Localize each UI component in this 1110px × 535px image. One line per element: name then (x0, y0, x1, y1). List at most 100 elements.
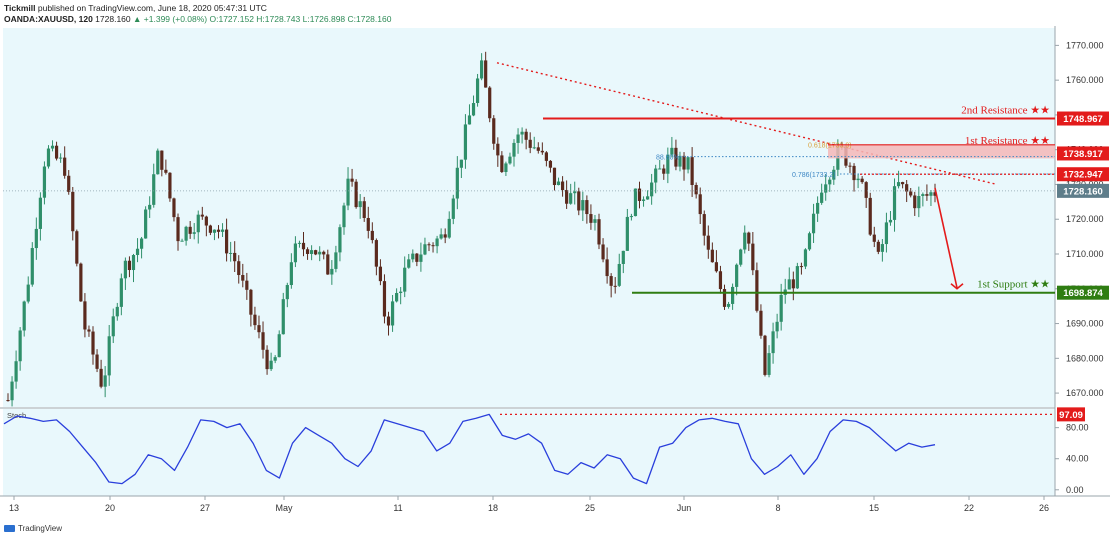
candle-body (6, 400, 10, 402)
candle-body (743, 232, 747, 250)
ohlc-values: O:1727.152 H:1728.743 L:1726.898 C:1728.… (209, 14, 392, 24)
candle-body (755, 270, 759, 311)
candle-body (520, 131, 524, 135)
candle-body (382, 281, 387, 317)
candle-body (872, 234, 876, 242)
candle-body (156, 150, 160, 175)
candle-body (540, 150, 544, 153)
time-tick-label: 22 (964, 503, 974, 513)
candle-body (633, 188, 638, 217)
candle-body (532, 147, 536, 149)
candle-body (338, 227, 342, 253)
candle-body (318, 251, 322, 255)
candle-body (929, 192, 933, 196)
candle-body (860, 178, 864, 183)
badge-intermediate-resistance-bg (1057, 167, 1109, 182)
time-tick-label: 15 (869, 503, 879, 513)
time-tick-label: 26 (1039, 503, 1049, 513)
candle-body (42, 166, 47, 198)
price-change: +1.399 (+0.08%) (143, 14, 208, 24)
candle-body (856, 178, 860, 181)
candle-body (241, 275, 245, 281)
candle-body (722, 289, 727, 307)
candle-body (46, 148, 51, 167)
candle-body (763, 335, 767, 375)
tradingview-logo[interactable]: TradingView (4, 524, 62, 533)
candle-body (127, 260, 132, 271)
candle-body (864, 182, 868, 198)
up-arrow-icon: ▲ (133, 14, 142, 24)
candle-body (500, 155, 504, 173)
last-price: 1728.160 (95, 14, 131, 24)
candle-body (131, 255, 136, 271)
time-tick-label: 11 (393, 503, 402, 513)
candle-body (666, 154, 670, 174)
candle-body (617, 263, 621, 286)
candle-body (208, 225, 213, 233)
candle-body (390, 301, 395, 326)
candle-body (868, 197, 872, 235)
candle-body (888, 219, 893, 223)
candle-body (269, 360, 273, 370)
resistance-zone (828, 144, 1055, 159)
publish-info: Tickmill published on TradingView.com, J… (4, 3, 267, 13)
candle-body (366, 217, 370, 231)
candle-body (111, 316, 115, 337)
candle-body (144, 209, 148, 239)
candle-body (439, 234, 443, 239)
candle-body (686, 157, 690, 170)
candle-body (807, 233, 812, 250)
candle-body (224, 229, 229, 254)
candle-body (407, 259, 411, 268)
candle-body (650, 182, 654, 197)
candle-body (322, 251, 326, 255)
candle-body (726, 303, 731, 307)
candle-body (362, 201, 366, 218)
candle-body (767, 353, 771, 375)
candle-body (552, 167, 557, 186)
candle-body (378, 266, 383, 282)
stoch-level-badge: 97.09 (1059, 410, 1083, 421)
candle-body (609, 276, 613, 286)
candle-body (229, 252, 233, 254)
candle-body (670, 147, 674, 155)
candle-body (180, 240, 184, 242)
candle-body (597, 219, 601, 245)
candle-body (613, 285, 617, 287)
candle-body (79, 263, 83, 302)
candle-body (751, 243, 755, 271)
price-tick-label: 1760.000 (1066, 75, 1104, 85)
candle-body (475, 78, 480, 104)
candle-body (921, 194, 925, 196)
candle-body (310, 250, 314, 254)
candle-body (654, 168, 658, 183)
candle-body (581, 200, 585, 211)
price-tick-label: 1770.000 (1066, 40, 1104, 50)
candle-body (682, 155, 686, 170)
candle-body (281, 299, 285, 335)
candle-body (447, 218, 451, 238)
badge-first-support-bg (1057, 285, 1109, 300)
candle-body (710, 249, 714, 263)
stoch-pane (3, 409, 1055, 496)
candle-body (556, 181, 561, 186)
candle-body (431, 245, 435, 247)
candle-body (913, 195, 917, 209)
publisher-name: Tickmill (4, 3, 36, 13)
candle-body (403, 267, 407, 292)
candle-body (119, 278, 123, 307)
chart-canvas[interactable]: 1770.0001760.0001750.0001740.0001730.000… (0, 26, 1110, 522)
candle-body (512, 142, 516, 157)
candle-body (811, 213, 816, 234)
candle-body (326, 254, 330, 275)
candle-body (641, 199, 646, 201)
second-resistance-label: 2nd Resistance ★★ (961, 105, 1050, 117)
candle-body (637, 188, 642, 201)
candle-body (204, 216, 208, 226)
candle-body (257, 325, 261, 333)
candle-body (18, 330, 22, 362)
candle-body (22, 301, 26, 331)
candle-body (747, 232, 751, 244)
candle-body (565, 189, 569, 204)
candle-body (245, 280, 249, 290)
